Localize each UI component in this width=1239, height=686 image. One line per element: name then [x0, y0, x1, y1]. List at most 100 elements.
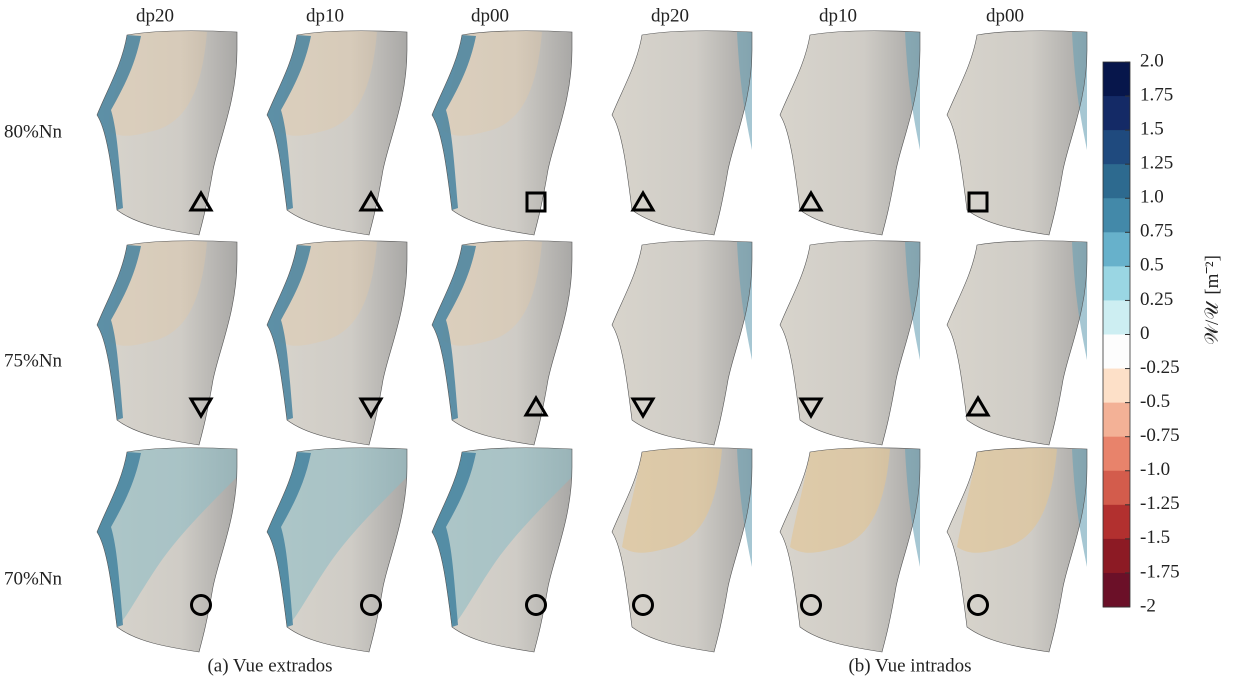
marker [358, 190, 384, 212]
blade [611, 30, 753, 236]
blade-edge [611, 30, 753, 236]
colorbar-tick-label: 2.0 [1140, 50, 1164, 71]
contour [905, 242, 920, 360]
blade-surface [267, 240, 407, 445]
contour [1072, 242, 1087, 360]
marker [358, 397, 384, 419]
blade-surface [267, 30, 407, 236]
blade [611, 240, 753, 446]
colorbar: 2.0 1.75 1.5 1.25 1.0 0.75 0.5 0.25 0 -0.25 -0.5 -0… [1102, 50, 1223, 616]
contour [432, 452, 476, 627]
colorbar-tick-label: 1.75 [1140, 84, 1173, 105]
caption: (a) Vue extrados [207, 655, 332, 676]
contour [267, 35, 311, 210]
contour [737, 449, 752, 567]
colorbar-tick-label: 0.5 [1140, 255, 1164, 276]
marker [967, 191, 989, 213]
colorbar-band [1103, 334, 1130, 370]
colorbar-band [1103, 572, 1130, 608]
blade-surface [780, 240, 920, 445]
marker [798, 190, 824, 212]
contour [905, 32, 920, 150]
marker [800, 594, 822, 616]
contour [432, 447, 572, 627]
blade [431, 240, 573, 446]
marker [360, 594, 382, 616]
blade-edge [96, 447, 238, 653]
colorbar-tick-label: -1.0 [1140, 459, 1170, 480]
marker [798, 397, 824, 419]
blade [779, 447, 921, 653]
contour [267, 447, 407, 627]
colorbar-band [1103, 198, 1130, 233]
blade [946, 240, 1088, 446]
colorbar-tick-label: -2 [1140, 595, 1156, 616]
blade-surface [432, 240, 572, 445]
contour [432, 245, 476, 420]
colorbar-band [1103, 130, 1130, 165]
colorbar-tick-label: -1.5 [1140, 527, 1170, 548]
colorbar-label-name: 𝒲/𝒰 [1202, 300, 1223, 345]
blade-surface [97, 240, 237, 445]
contour [432, 35, 476, 210]
blade-edge [946, 447, 1088, 653]
blade [611, 447, 753, 653]
colorbar-band [1103, 62, 1130, 97]
marker [188, 397, 214, 419]
blade [96, 240, 238, 446]
blade [431, 447, 573, 653]
colorbar-band [1103, 436, 1130, 472]
blade-edge [266, 240, 408, 446]
row-label: 70%Nn [4, 568, 63, 589]
colorbar-tick-label: 0 [1140, 323, 1150, 344]
marker [967, 594, 989, 616]
contour [957, 447, 1057, 553]
marker [188, 190, 214, 212]
blade-surface [612, 240, 752, 445]
blade [96, 447, 238, 653]
colorbar-band [1103, 164, 1130, 199]
column-header: dp10 [819, 5, 857, 26]
blade [946, 30, 1088, 236]
contour [97, 35, 141, 210]
colorbar-label-unit: [m⁻²] [1202, 255, 1223, 295]
marker [630, 397, 656, 419]
blade-edge [431, 30, 573, 236]
contour [267, 452, 311, 627]
blade-surface [947, 30, 1087, 236]
blade-edge [431, 447, 573, 653]
blade [431, 30, 573, 236]
colorbar-band [1103, 504, 1130, 540]
contour [97, 452, 141, 627]
blade-surface [97, 30, 237, 236]
column-header: dp00 [471, 5, 509, 26]
marker [523, 395, 549, 417]
blade-edge [779, 240, 921, 446]
column-header: dp20 [136, 5, 174, 26]
blade [266, 447, 408, 653]
colorbar-tick-label: 0.25 [1140, 289, 1173, 310]
blade-edge [779, 447, 921, 653]
blade [266, 240, 408, 446]
blade [946, 447, 1088, 653]
column-header: dp00 [986, 5, 1024, 26]
blade-edge [611, 240, 753, 446]
contour [737, 242, 752, 360]
row-label: 75%Nn [4, 350, 63, 371]
colorbar-tick-label: 1.25 [1140, 153, 1173, 174]
blade-edge [946, 30, 1088, 236]
blade [266, 30, 408, 236]
contour [1072, 32, 1087, 150]
blade [779, 240, 921, 446]
blade [96, 30, 238, 236]
colorbar-band [1103, 538, 1130, 574]
blade-edge [946, 240, 1088, 446]
marker [632, 594, 654, 616]
colorbar-tick-label: 0.75 [1140, 221, 1173, 242]
contour [97, 447, 237, 627]
contour [1072, 449, 1087, 567]
blade-surface [432, 30, 572, 236]
blade-edge [779, 30, 921, 236]
contour [737, 32, 752, 150]
marker [965, 395, 991, 417]
